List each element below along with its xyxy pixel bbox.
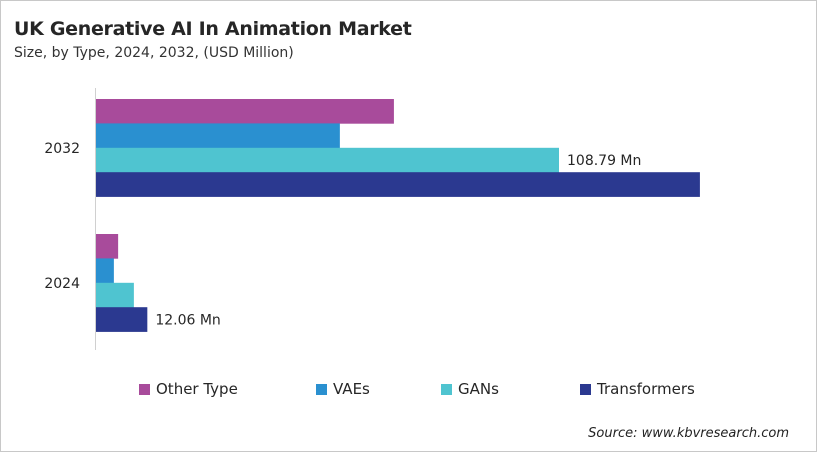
legend-swatch: [580, 383, 591, 395]
bar-2024-other-type: [96, 234, 119, 259]
bar-2032-transformers: [96, 172, 700, 197]
legend-item-other-type: Other Type: [139, 380, 238, 398]
legend: Other Type VAEs GANs Transformers: [0, 380, 817, 400]
legend-swatch: [316, 383, 327, 395]
legend-label: Other Type: [156, 380, 238, 398]
bar-2032-gans: [96, 147, 559, 173]
legend-swatch: [441, 383, 452, 395]
source-note: Source: www.kbvresearch.com: [588, 426, 789, 441]
bar-2032-other-type: [96, 99, 394, 124]
bar-2024-gans: [96, 282, 134, 308]
legend-item-gans: GANs: [441, 380, 499, 398]
legend-label: GANs: [458, 380, 499, 398]
chart-title: UK Generative AI In Animation Market: [14, 18, 412, 40]
legend-label: Transformers: [597, 380, 695, 398]
bar-2024-vaes: [96, 258, 114, 284]
chart-subtitle: Size, by Type, 2024, 2032, (USD Million): [14, 45, 294, 61]
legend-item-vaes: VAEs: [316, 380, 370, 398]
category-label-2024: 2024: [44, 276, 80, 292]
category-label-2032: 2032: [44, 141, 80, 157]
legend-label: VAEs: [333, 380, 370, 398]
bar-2024-transformers: [96, 307, 148, 332]
legend-item-transformers: Transformers: [580, 380, 695, 398]
data-label-2024: 12.06 Mn: [155, 312, 220, 328]
data-label-2032: 108.79 Mn: [567, 153, 641, 169]
legend-swatch: [139, 383, 150, 395]
bar-2032-vaes: [96, 123, 340, 149]
